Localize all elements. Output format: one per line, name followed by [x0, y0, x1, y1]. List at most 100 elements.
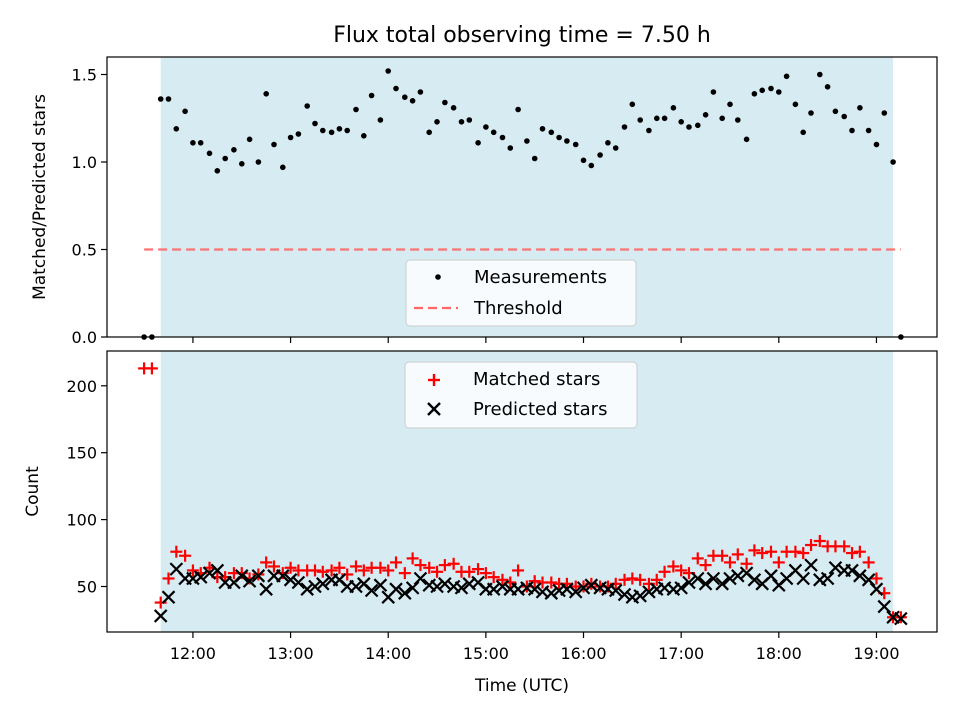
predicted-star-point — [617, 587, 632, 602]
predicted-star-point — [486, 582, 501, 596]
predicted-star-point — [715, 577, 729, 591]
matched-star-point — [765, 545, 777, 558]
predicted-star-point — [234, 569, 249, 583]
matched-star-point — [406, 552, 419, 565]
predicted-star-point — [373, 578, 388, 592]
measurement-point — [832, 108, 839, 115]
measurement-point — [214, 168, 221, 174]
predicted-star-point — [364, 583, 379, 598]
measurement-point — [490, 129, 497, 136]
x-tick-label: 17:00 — [658, 644, 704, 663]
legend-marker-measurements — [435, 274, 441, 280]
y-tick-label: 0.5 — [72, 241, 97, 260]
matched-star-point — [528, 575, 541, 588]
measurement-point — [597, 152, 603, 158]
measurement-point — [417, 89, 424, 95]
legend-box-top — [405, 259, 637, 327]
predicted-star-point — [698, 577, 713, 591]
predicted-stars-points — [153, 558, 908, 626]
legend-label-predicted: Predicted stars — [473, 399, 607, 420]
measurement-point — [792, 101, 799, 108]
y-axis-label-top: Matched/Predicted stars — [30, 94, 50, 300]
measurement-point — [524, 138, 530, 144]
measurement-point — [287, 134, 294, 141]
predicted-star-point — [877, 599, 892, 614]
matched-star-point — [748, 544, 761, 557]
predicted-star-point — [316, 577, 330, 591]
matched-star-point — [496, 573, 509, 586]
bottom-panel: 50 100 150 200 12:00 13:00 14:00 15:00 16:00 17:… — [23, 350, 938, 696]
y-tick-label: 1.5 — [72, 66, 97, 85]
measurement-point — [548, 129, 555, 136]
predicted-star-point — [690, 571, 705, 586]
measurement-point — [849, 127, 855, 134]
matched-star-point — [423, 561, 436, 574]
plot-frame-bottom — [106, 350, 938, 633]
measurement-point — [263, 91, 270, 97]
measurement-point — [556, 134, 562, 141]
predicted-star-point — [576, 581, 591, 595]
matched-star-point — [479, 567, 492, 580]
predicted-star-point — [674, 581, 688, 595]
matched-star-point — [658, 565, 671, 578]
measurement-point — [385, 68, 392, 74]
x-tick-label: 18:00 — [756, 644, 802, 663]
measurement-point — [783, 73, 790, 80]
measurement-point — [361, 133, 367, 139]
predicted-star-point — [828, 560, 843, 575]
predicted-star-point — [161, 590, 176, 604]
y-tick-label: 200 — [66, 377, 97, 396]
matched-star-point — [789, 545, 802, 558]
measurement-point — [572, 141, 579, 148]
matched-star-point — [853, 545, 866, 558]
predicted-star-point — [682, 575, 696, 590]
measurement-point — [515, 106, 521, 113]
measurement-points — [141, 68, 904, 340]
matched-star-point — [438, 559, 451, 572]
x-tick-label: 14:00 — [365, 644, 411, 663]
predicted-star-point — [527, 582, 542, 596]
y-axis-ticks-bottom: 50 100 150 200 — [66, 377, 107, 597]
measurement-point — [402, 94, 408, 100]
measurement-point — [328, 129, 335, 136]
legend-label-measurements: Measurements — [474, 267, 607, 288]
matched-star-point — [267, 560, 280, 573]
measurement-point — [173, 126, 180, 132]
matched-star-point — [626, 572, 639, 585]
matched-star-point — [390, 556, 403, 569]
top-panel: Flux total observing time = 7.50 h 0.00.… — [30, 23, 938, 347]
predicted-star-point — [389, 582, 403, 596]
measurement-point — [751, 91, 758, 97]
predicted-star-point — [308, 579, 322, 594]
measurement-point — [629, 101, 636, 108]
matched-star-point — [431, 565, 444, 578]
measurement-point — [182, 108, 188, 115]
measurement-point — [588, 162, 595, 169]
measurement-point — [426, 129, 433, 136]
measurement-point — [157, 96, 164, 102]
predicted-star-point — [300, 582, 314, 596]
measurement-point — [190, 140, 196, 146]
measurement-point — [817, 71, 823, 78]
x-tick-label: 13:00 — [268, 644, 314, 663]
measurement-point — [890, 159, 896, 165]
measurement-point — [271, 141, 277, 148]
predicted-star-point — [568, 585, 583, 599]
matched-star-point — [357, 564, 370, 577]
matched-star-point — [756, 547, 769, 560]
matched-star-point — [650, 573, 663, 586]
matched-star-point — [813, 535, 826, 548]
measurement-point — [499, 134, 506, 141]
predicted-star-point — [251, 569, 266, 583]
predicted-star-point — [869, 582, 884, 596]
measurement-point — [580, 157, 587, 164]
measurement-point — [483, 124, 489, 130]
matched-star-point — [545, 576, 558, 589]
measurement-point — [710, 89, 717, 95]
measurement-point — [442, 99, 448, 106]
matched-star-point — [447, 557, 460, 570]
measurement-point — [531, 155, 538, 162]
measurement-point — [377, 117, 384, 123]
measurement-point — [759, 87, 765, 94]
predicted-star-point — [242, 574, 257, 588]
